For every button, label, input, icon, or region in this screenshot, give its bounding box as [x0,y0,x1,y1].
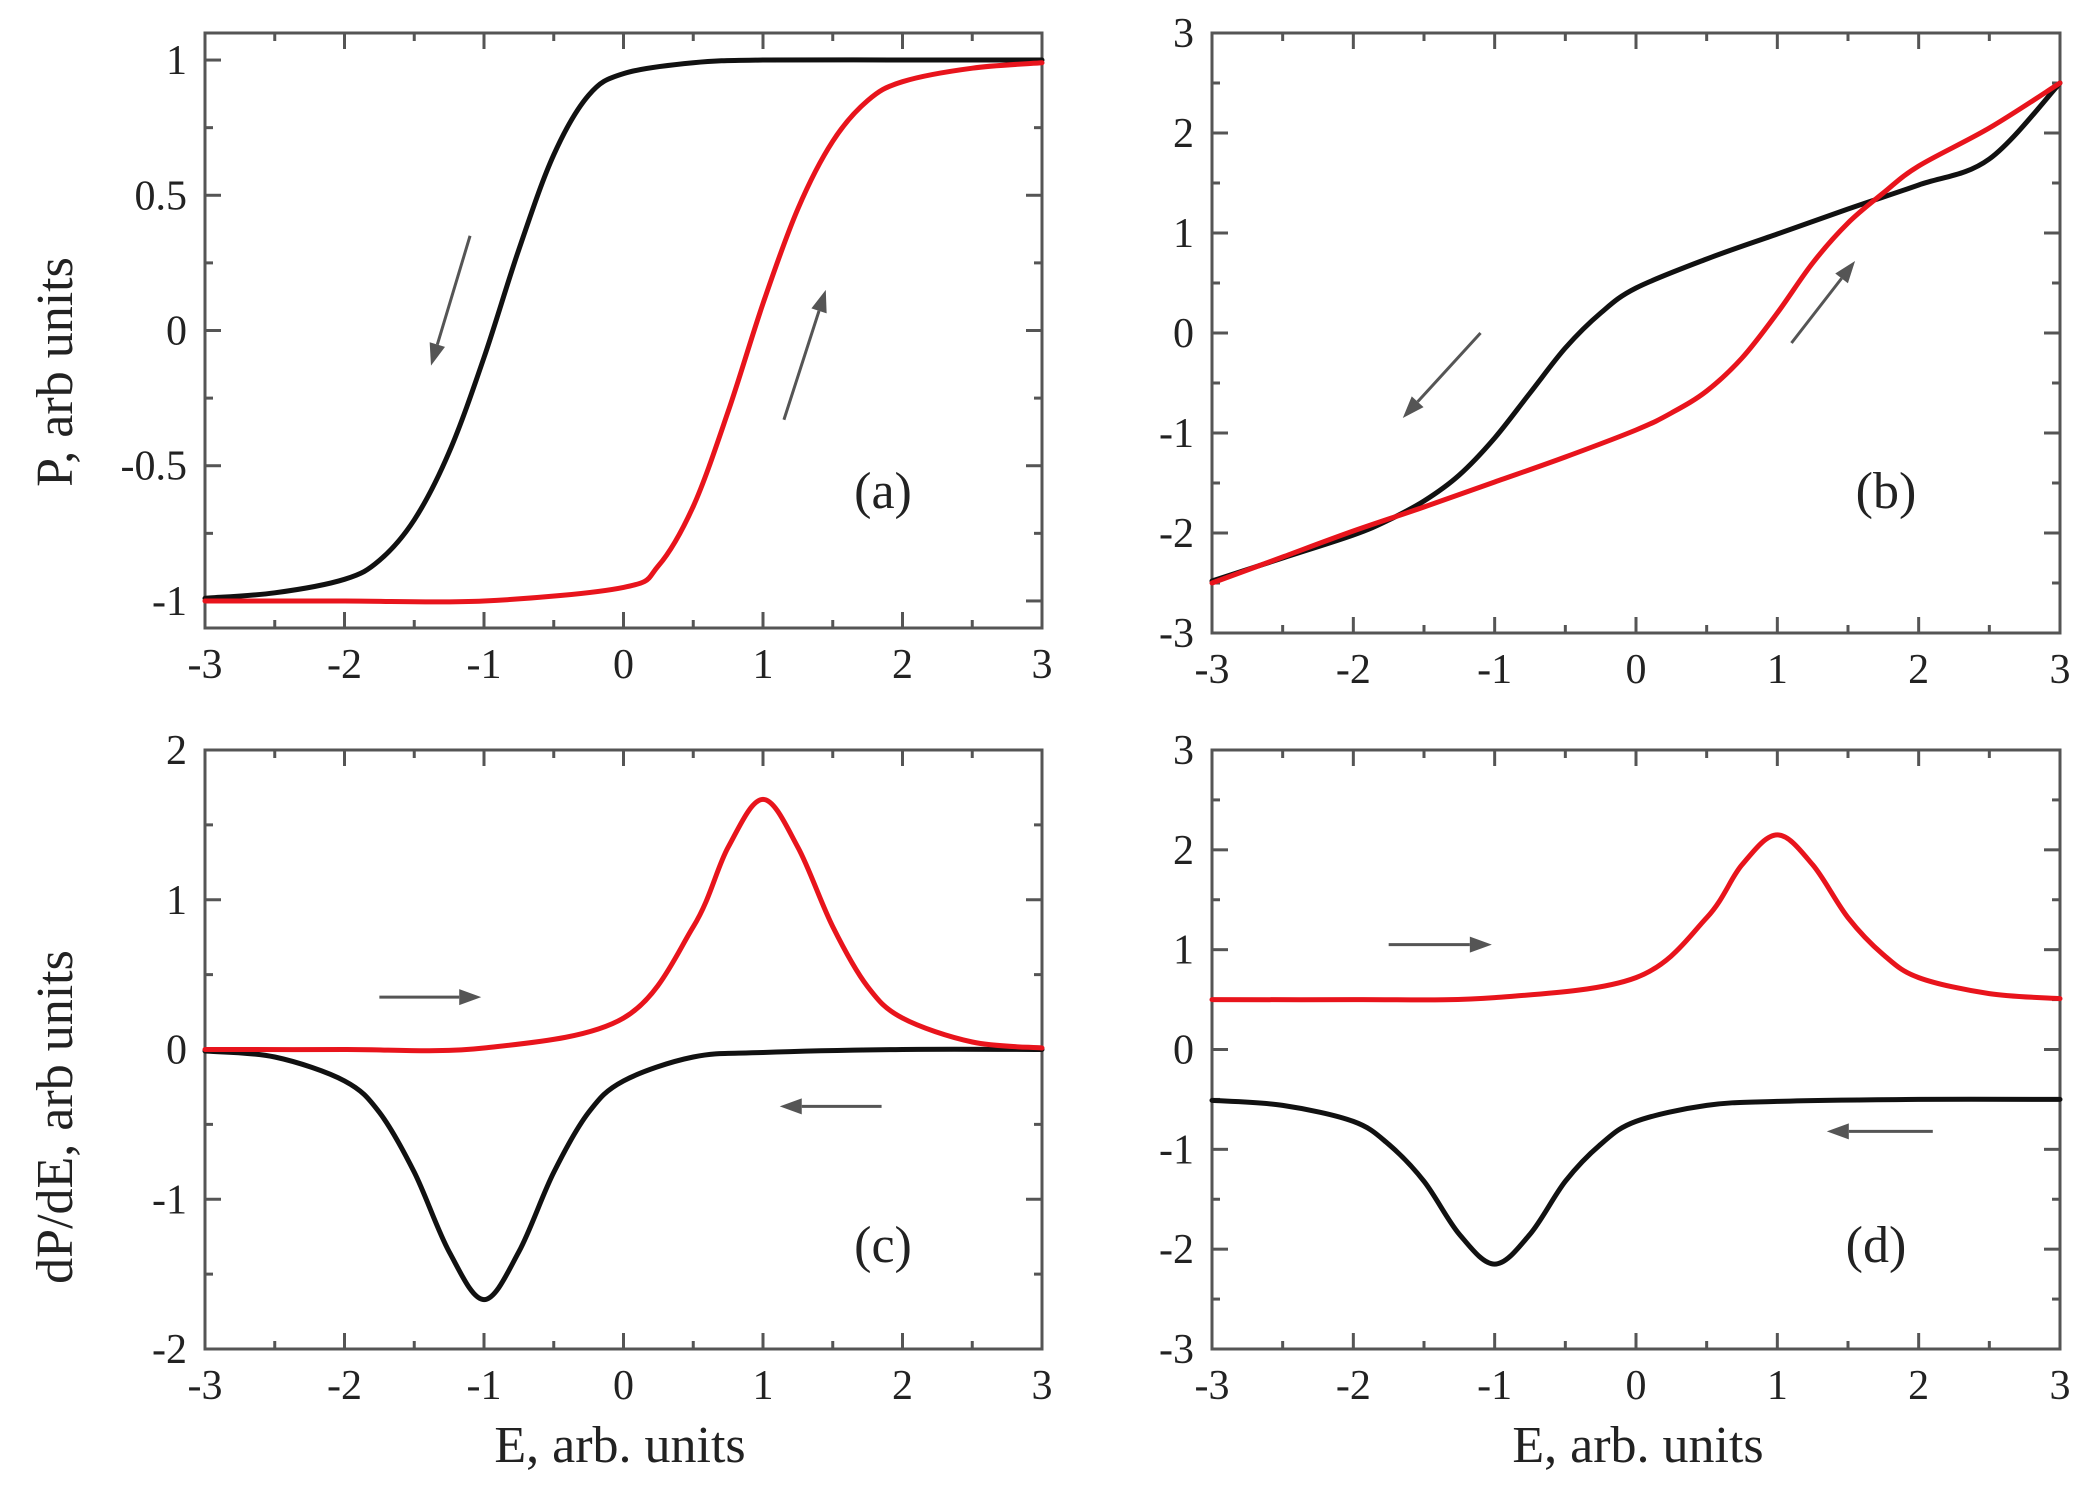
x-tick-label: 3 [1032,1363,1053,1409]
y-tick-label: 0.5 [135,173,188,219]
panel-label-d: (d) [1846,1217,1907,1274]
panel-label-b: (b) [1856,463,1917,520]
arrow-head [429,342,445,366]
panel-c: dP/dE, arb units E, arb. units (c) -3 -2-… [27,728,1053,1474]
red-curve-d [1209,832,2063,1003]
y-tick-label: -3 [1159,611,1194,657]
panel-label-c: (c) [854,1217,912,1274]
black-curve-c [202,1046,1045,1303]
black-curve-a [202,57,1045,601]
arrow-shaft [1416,331,1482,403]
x-axis-title-right: E, arb. units [1512,1417,1763,1474]
x-tick-label: -3 [188,642,223,688]
x-tick-label: -2 [327,1363,362,1409]
x-tick-label: 0 [1626,1363,1647,1409]
arrow-head [459,989,482,1006]
arrow-shaft [435,235,472,346]
x-tick-label: 1 [753,1363,774,1409]
x-tick-label: -2 [1336,647,1371,693]
panel-a: P, arb units (a) -3 -2 -1 0 1 2 3 -1 -0.5 0 0.5 1 [27,31,1053,688]
x-tick-label: 0 [613,642,634,688]
y-tick-label: 1 [1173,928,1194,974]
direction-arrow-icon [779,1098,882,1115]
arrow-head [1469,936,1492,953]
y-tick-label: 0 [166,1028,187,1074]
y-tick-label: -1 [152,1177,187,1223]
x-tick-label: -2 [327,642,362,688]
black-curve-d [1209,1096,2063,1267]
y-tick-label: 1 [166,878,187,924]
y-tick-label: -2 [1159,511,1194,557]
x-tick-label: 1 [1767,1363,1788,1409]
arrow-head [1826,1123,1849,1140]
y-axis-title-bottom: dP/dE, arb units [27,950,84,1284]
arrow-head [1835,261,1856,284]
y-tick-label: -1 [1159,1127,1194,1173]
y-tick-label: -0.5 [121,444,188,490]
x-axis-title-left: E, arb. units [494,1417,745,1474]
direction-arrow-icon [379,989,482,1006]
x-tick-label: -3 [1195,1363,1230,1409]
panel-label-a: (a) [854,463,912,520]
y-tick-label: 2 [1173,828,1194,874]
y-tick-label: -1 [152,579,187,625]
y-tick-label: 1 [166,38,187,84]
x-tick-label: 0 [1626,647,1647,693]
y-tick-label: 1 [1173,211,1194,257]
y-tick-label: 0 [1173,311,1194,357]
x-tick-label: 3 [2050,647,2071,693]
x-tick-label: 1 [753,642,774,688]
red-curve-c [202,796,1045,1054]
x-tick-label: 2 [1908,1363,1929,1409]
x-tick-label: 2 [1908,647,1929,693]
direction-arrow-icon [1826,1123,1933,1140]
x-tick-label: 2 [892,1363,913,1409]
x-tick-label: 0 [613,1363,634,1409]
y-tick-label: -2 [1159,1227,1194,1273]
arrow-shaft [1790,277,1843,344]
x-tick-label: 3 [1032,642,1053,688]
y-tick-label: 2 [166,728,187,774]
x-tick-label: -1 [467,642,502,688]
x-tick-label: -1 [467,1363,502,1409]
arrow-shaft [782,310,821,421]
red-curve-b [1209,80,2063,586]
direction-arrow-icon [782,289,827,421]
arrow-head [1402,396,1424,418]
x-tick-label: 2 [892,642,913,688]
direction-arrow-icon [1388,936,1492,953]
arrow-head [811,289,827,314]
y-axis-title-top: P, arb units [27,257,84,487]
arrow-head [779,1098,802,1115]
panel-b: (b) -3 -2 -1 0 1 2 3 -3 -2 -1 0 1 2 3 [1159,11,2071,693]
direction-arrow-icon [429,235,472,366]
x-tick-label: -3 [1195,647,1230,693]
x-tick-label: -3 [188,1363,223,1409]
y-tick-label: 2 [1173,111,1194,157]
y-tick-label: 3 [1173,11,1194,57]
x-tick-label: 3 [2050,1363,2071,1409]
x-tick-label: 1 [1767,647,1788,693]
x-tick-label: -1 [1477,1363,1512,1409]
x-tick-label: -1 [1477,647,1512,693]
y-tick-label: 3 [1173,728,1194,774]
y-tick-label: -3 [1159,1327,1194,1373]
x-tick-label: -2 [1336,1363,1371,1409]
direction-arrow-icon [1402,331,1482,418]
y-tick-label: 0 [1173,1028,1194,1074]
y-tick-label: -2 [152,1327,187,1373]
y-tick-label: 0 [166,309,187,355]
direction-arrow-icon [1790,261,1856,344]
red-curve-a [202,60,1045,605]
panel-d: E, arb. units (d) -3 -2 -1 0 1 2 3 -3 -2 -1 0 1 2 3 [1159,728,2071,1474]
y-tick-label: -1 [1159,411,1194,457]
